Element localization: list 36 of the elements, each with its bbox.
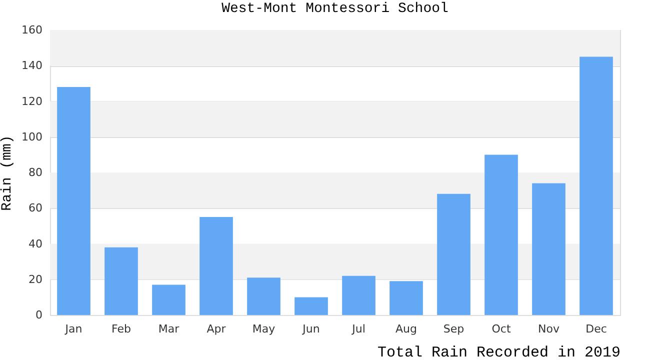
bar	[104, 247, 138, 315]
bar	[247, 278, 280, 315]
bar	[152, 284, 186, 315]
x-tick-label: Apr	[206, 322, 226, 336]
y-tick-label: 40	[28, 237, 42, 250]
x-tick-label: Nov	[538, 322, 560, 336]
x-tick-label: Jun	[302, 322, 320, 336]
y-tick-label: 20	[28, 272, 42, 286]
y-tick-label: 140	[22, 59, 42, 72]
x-tick-label: Mar	[158, 322, 180, 336]
x-tick-label: Oct	[492, 322, 512, 336]
bar	[484, 154, 518, 315]
bar	[57, 87, 90, 315]
x-tick-label: Jul	[351, 322, 366, 336]
bar	[390, 281, 423, 315]
y-tick-label: 120	[22, 94, 42, 108]
bar	[532, 183, 566, 315]
x-tick-label: May	[252, 322, 276, 336]
bar	[437, 194, 470, 315]
bar	[294, 297, 328, 315]
bar	[580, 56, 613, 315]
chart-title: West-Mont Montessori School	[222, 1, 448, 17]
y-tick-label: 0	[36, 308, 42, 322]
x-axis-title: Total Rain Recorded in 2019	[377, 344, 620, 360]
x-tick-label: Jan	[64, 322, 82, 336]
bar	[200, 217, 233, 315]
x-tick-label: Sep	[443, 322, 464, 336]
y-tick-label: 80	[28, 166, 42, 179]
y-axis-title: Rain (mm)	[0, 135, 16, 211]
y-tick-label: 60	[28, 202, 42, 215]
x-tick-label: Feb	[112, 322, 131, 336]
x-tick-label: Dec	[586, 322, 607, 336]
y-tick-label: 100	[22, 130, 42, 144]
bar	[342, 276, 376, 315]
x-tick-label: Aug	[396, 322, 417, 336]
y-tick-label: 160	[22, 24, 42, 36]
